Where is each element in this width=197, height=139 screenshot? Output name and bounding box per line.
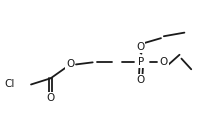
Text: O: O bbox=[47, 93, 55, 103]
Text: O: O bbox=[136, 42, 145, 52]
Text: P: P bbox=[138, 57, 145, 67]
Text: O: O bbox=[66, 59, 74, 70]
Text: Cl: Cl bbox=[4, 80, 15, 90]
Text: O: O bbox=[160, 57, 168, 67]
Text: O: O bbox=[136, 75, 145, 85]
